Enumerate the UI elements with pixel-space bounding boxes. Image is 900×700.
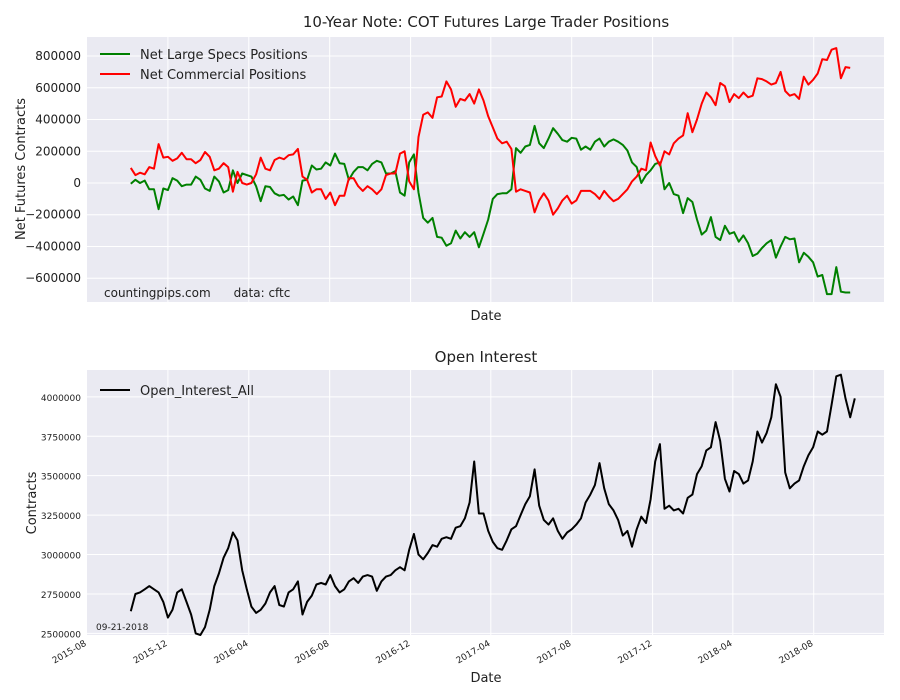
open-interest-y-axis-label: Contracts — [25, 471, 40, 534]
open-interest-legend: Open_Interest_All — [100, 384, 254, 399]
open-interest-x-tick-label: 2017-08 — [536, 639, 574, 667]
open-interest-x-tick-label: 2018-04 — [697, 639, 735, 667]
open-interest-gridlines — [87, 370, 884, 635]
open-interest-x-tick-label: 2016-12 — [375, 639, 413, 666]
positions-source-annotation: countingpips.com data: cftc — [104, 286, 290, 300]
positions-chart-title: 10-Year Note: COT Futures Large Trader P… — [303, 13, 670, 31]
positions-y-tick-label: −200000 — [25, 208, 81, 222]
positions-series-line-0 — [130, 124, 851, 296]
open-interest-date-annotation: 09-21-2018 — [96, 623, 149, 633]
open-interest-series-line-0 — [129, 373, 856, 636]
open-interest-chart-title: Open Interest — [435, 348, 538, 366]
positions-series-line-1 — [129, 47, 851, 216]
positions-x-axis-label: Date — [470, 309, 501, 324]
open-interest-x-tick-label: 2016-04 — [213, 639, 251, 667]
open-interest-y-tick-label: 2750000 — [41, 591, 81, 601]
positions-legend: Net Large Specs Positions Net Commercial… — [100, 48, 308, 83]
open-interest-chart: 2500000 2750000 3000000 3250000 3500000 37500… — [25, 348, 884, 686]
positions-gridlines — [87, 37, 884, 302]
positions-y-tick-label: 800000 — [35, 49, 81, 63]
open-interest-series — [129, 373, 856, 636]
open-interest-y-tick-label: 3250000 — [41, 512, 81, 522]
open-interest-y-tick-label: 3750000 — [41, 433, 81, 443]
open-interest-x-tick-label: 2017-12 — [617, 639, 655, 666]
open-interest-x-axis-label: Date — [470, 671, 501, 686]
open-interest-y-tick-label: 4000000 — [41, 394, 81, 404]
positions-series — [129, 47, 851, 296]
positions-chart: −600000 −400000 −200000 0 200000 400000 600000… — [14, 13, 884, 324]
open-interest-y-tick-label: 2500000 — [41, 630, 81, 640]
open-interest-x-tick-label: 2015-08 — [51, 639, 89, 667]
open-interest-x-tick-label: 2018-08 — [778, 639, 816, 667]
open-interest-x-tick-label: 2015-12 — [132, 639, 170, 666]
positions-y-axis-label: Net Futures Contracts — [14, 98, 29, 240]
open-interest-x-tick-label: 2016-08 — [294, 639, 332, 667]
positions-plot-area — [87, 37, 884, 302]
positions-y-tick-label: 600000 — [35, 81, 81, 95]
legend-label-commercial: Net Commercial Positions — [140, 68, 306, 83]
positions-y-tick-label: −600000 — [25, 271, 81, 285]
positions-y-tick-label: 200000 — [35, 144, 81, 158]
open-interest-plot-area — [87, 370, 884, 635]
open-interest-y-tick-labels: 2500000 2750000 3000000 3250000 3500000 37500… — [41, 394, 81, 641]
open-interest-x-tick-labels: 2015-08 2015-12 2016-04 2016-08 2016-12 2017-… — [51, 639, 816, 667]
open-interest-x-tick-label: 2017-04 — [455, 639, 493, 667]
positions-y-tick-label: 0 — [73, 176, 81, 190]
positions-y-tick-labels: −600000 −400000 −200000 0 200000 400000 600000… — [25, 49, 81, 285]
open-interest-y-tick-label: 3000000 — [41, 552, 81, 562]
positions-y-tick-label: −400000 — [25, 239, 81, 253]
legend-label-open-interest: Open_Interest_All — [140, 384, 254, 399]
positions-y-tick-label: 400000 — [35, 113, 81, 127]
legend-label-specs: Net Large Specs Positions — [140, 48, 308, 63]
open-interest-y-tick-label: 3500000 — [41, 473, 81, 483]
